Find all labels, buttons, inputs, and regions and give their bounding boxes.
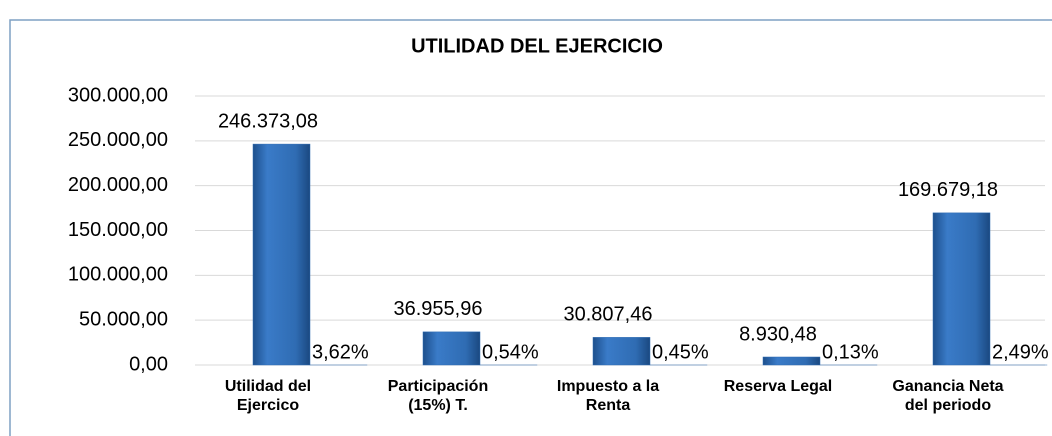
y-tick-label: 0,00 [129, 353, 168, 375]
y-tick-label: 250.000,00 [68, 129, 168, 151]
bar [762, 356, 821, 366]
data-label: 0,54% [482, 341, 539, 363]
y-tick-label: 100.000,00 [68, 264, 168, 286]
data-label: 246.373,08 [218, 110, 318, 132]
data-label: 30.807,46 [564, 304, 653, 326]
bar [592, 337, 651, 366]
data-label: 0,13% [822, 341, 879, 363]
data-label: 169.679,18 [898, 179, 998, 201]
data-label: 36.955,96 [394, 298, 483, 320]
chart-title: UTILIDAD DEL EJERCICIO [411, 35, 663, 57]
y-tick-label: 50.000,00 [79, 308, 168, 330]
x-tick-label: Participación (15%) T. [388, 378, 488, 414]
y-tick-label: 200.000,00 [68, 174, 168, 196]
bar [422, 331, 481, 366]
y-tick-label: 150.000,00 [68, 219, 168, 241]
bar [932, 212, 991, 366]
x-tick-label: Impuesto a la Renta [557, 378, 659, 414]
data-label: 2,49% [992, 341, 1049, 363]
x-tick-label: Reserva Legal [724, 378, 833, 395]
x-tick-label: Utilidad del Ejercico [225, 378, 311, 414]
data-label: 0,45% [652, 341, 709, 363]
chart-frame [9, 19, 1052, 436]
data-label: 3,62% [312, 341, 369, 363]
data-label: 8.930,48 [739, 323, 817, 345]
x-tick-label: Ganancia Neta del periodo [892, 378, 1003, 414]
bar [252, 143, 311, 366]
y-tick-label: 300.000,00 [68, 84, 168, 106]
